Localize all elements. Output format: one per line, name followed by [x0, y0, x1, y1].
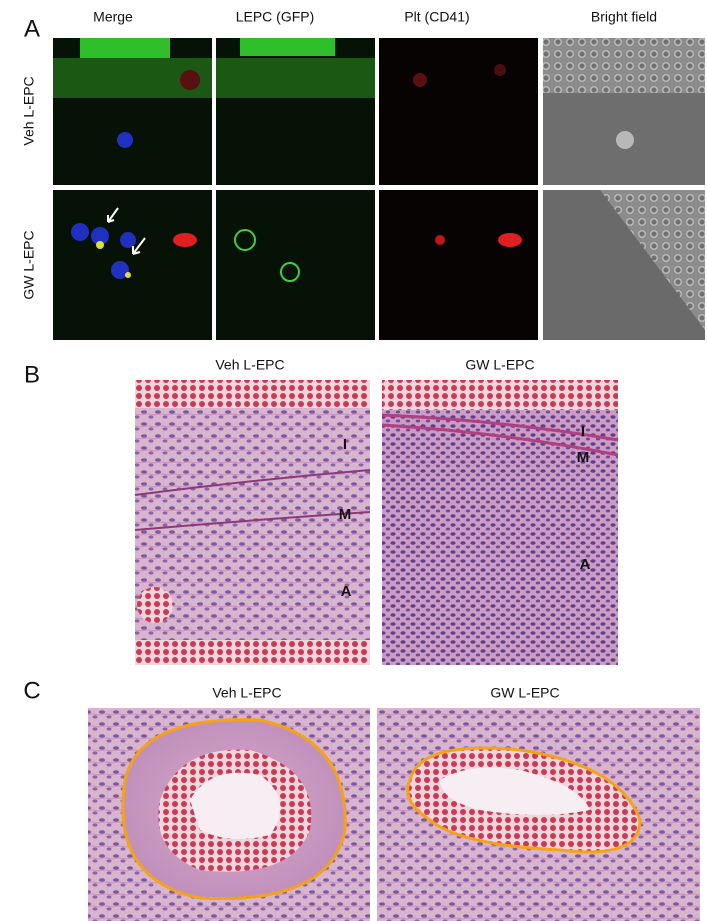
image-title: GW L-EPC — [490, 685, 559, 701]
layer-annotation: M — [339, 506, 352, 523]
column-header: LEPC (GFP) — [236, 9, 315, 25]
column-header: Merge — [93, 9, 133, 25]
row-label: GW L-EPC — [21, 230, 37, 299]
layer-annotation: I — [581, 423, 585, 440]
column-header: Bright field — [591, 9, 657, 25]
image-title: GW L-EPC — [465, 357, 534, 373]
column-header: Plt (CD41) — [404, 9, 469, 25]
panel-label: B — [24, 361, 40, 388]
panel-label: A — [24, 15, 40, 42]
layer-annotation: M — [577, 449, 590, 466]
image-title: Veh L-EPC — [215, 357, 284, 373]
layer-annotation: A — [341, 583, 352, 600]
row-label: Veh L-EPC — [21, 76, 37, 145]
histology-images — [134, 380, 619, 665]
image-title: Veh L-EPC — [212, 685, 281, 701]
layer-annotation: I — [343, 436, 347, 453]
vessel-images — [88, 708, 700, 921]
panel-label: C — [23, 677, 40, 704]
layer-annotation: A — [580, 556, 591, 573]
fluorescence-images — [53, 38, 705, 340]
